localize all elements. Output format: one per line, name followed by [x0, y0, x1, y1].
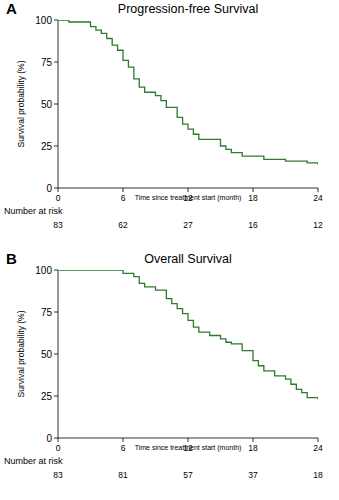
x-tick-label: 24 [313, 443, 323, 453]
at-risk-number: 62 [118, 220, 128, 230]
survival-curve [58, 270, 318, 399]
y-tick [54, 20, 58, 21]
y-tick-label: 75 [41, 57, 53, 68]
x-tick-label: 0 [56, 193, 61, 203]
x-tick [253, 438, 254, 442]
at-risk-number: 37 [248, 470, 258, 480]
plot-area [58, 270, 318, 399]
x-axis-label: Time since treatment start (month) [135, 444, 242, 452]
y-tick-label: 100 [35, 265, 52, 276]
figure: A Progression-free Survival 0 25 50 75 100 0 6 12… [0, 0, 339, 500]
y-tick-label: 75 [41, 307, 53, 318]
x-tick [58, 438, 59, 442]
survival-curve [58, 20, 318, 164]
y-tick-label: 25 [41, 391, 53, 402]
panel-label: A [6, 0, 17, 17]
panel-label: B [6, 250, 17, 267]
y-tick [54, 146, 58, 147]
at-risk-number: 16 [248, 220, 258, 230]
at-risk-number: 83 [53, 470, 63, 480]
at-risk-number: 83 [53, 220, 63, 230]
panel: A Progression-free Survival 0 25 50 75 100 0 6 12… [4, 0, 323, 230]
y-tick [54, 396, 58, 397]
x-tick [318, 438, 319, 442]
at-risk-number: 81 [118, 470, 128, 480]
x-tick [188, 438, 189, 442]
y-axis-label: Survival probability (%) [16, 310, 26, 397]
y-tick [54, 354, 58, 355]
x-tick [253, 188, 254, 192]
y-tick-label: 0 [46, 183, 52, 194]
y-tick [54, 62, 58, 63]
y-tick-label: 0 [46, 433, 52, 444]
y-tick [54, 270, 58, 271]
x-tick-label: 6 [121, 193, 126, 203]
y-tick-label: 50 [41, 99, 53, 110]
x-tick [123, 438, 124, 442]
y-tick-label: 100 [35, 15, 52, 26]
at-risk-label: Number at risk [4, 206, 63, 216]
y-tick [54, 104, 58, 105]
at-risk-label: Number at risk [4, 456, 63, 466]
x-tick-label: 18 [248, 193, 258, 203]
panel: BOverall Survival025507510006121824Time … [4, 250, 323, 480]
at-risk-number: 27 [183, 220, 193, 230]
at-risk-number: 12 [313, 220, 323, 230]
x-tick [188, 188, 189, 192]
x-tick-label: 6 [121, 443, 126, 453]
title: Progression-free Survival [118, 2, 258, 16]
x-tick-label: 0 [56, 443, 61, 453]
y-tick [54, 312, 58, 313]
plot-area [58, 20, 318, 164]
x-tick-label: 24 [313, 193, 323, 203]
at-risk-number: 18 [313, 470, 323, 480]
y-tick [54, 188, 58, 189]
x-tick-label: 18 [248, 443, 258, 453]
x-tick [58, 188, 59, 192]
x-tick [123, 188, 124, 192]
at-risk-number: 57 [183, 470, 193, 480]
y-tick [54, 438, 58, 439]
y-tick-label: 50 [41, 349, 53, 360]
y-tick-label: 25 [41, 141, 53, 152]
x-axis-label: Time since treatment start (month) [135, 194, 242, 202]
title: Overall Survival [144, 252, 232, 266]
y-axis-label: Survival probability (%) [16, 60, 26, 147]
x-tick [318, 188, 319, 192]
